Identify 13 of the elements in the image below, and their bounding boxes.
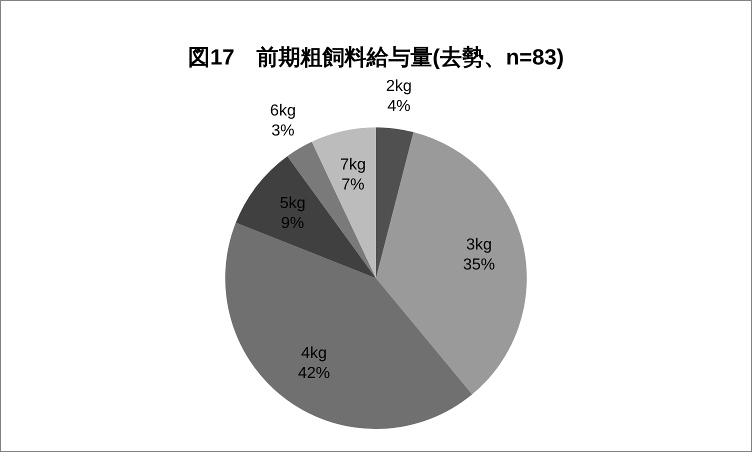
- slice-label: 5kg: [280, 194, 306, 212]
- data-label: 3%: [271, 122, 295, 140]
- slice-label: 6kg: [270, 102, 296, 120]
- chart-title: 図17 前期粗飼料給与量(去勢、n=83): [188, 44, 564, 70]
- data-label: 42%: [298, 365, 330, 382]
- slice-label: 2kg: [386, 78, 412, 96]
- data-label: 9%: [281, 214, 304, 232]
- slice-label: 4kg: [301, 345, 327, 362]
- data-label: 35%: [463, 256, 496, 274]
- data-label: 7%: [341, 176, 365, 194]
- data-label: 4%: [387, 98, 410, 116]
- slice-label: 3kg: [466, 236, 492, 254]
- slice-label: 7kg: [340, 156, 366, 174]
